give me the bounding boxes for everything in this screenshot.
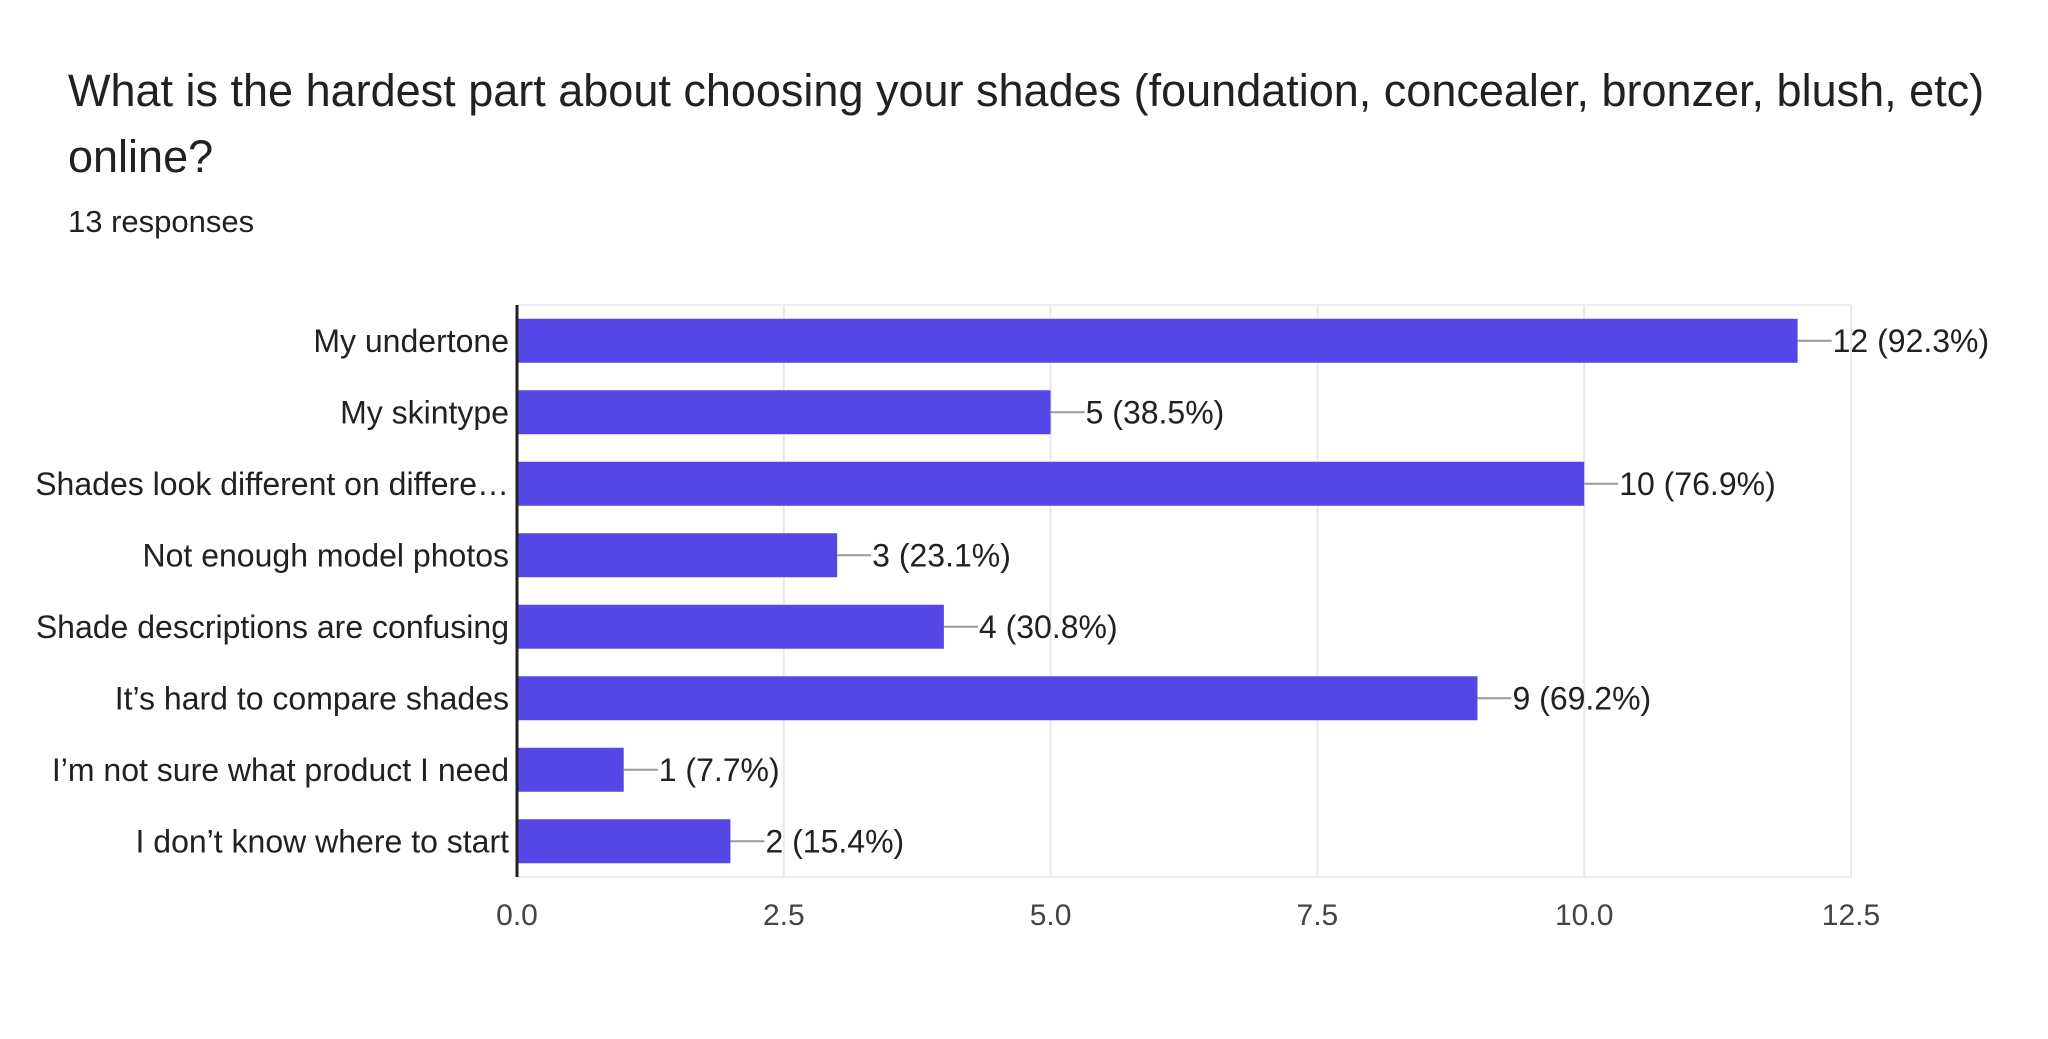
labels: 0.0 2.5 5.0 7.5 10.0 12.5 12 (92.3%) My underto… [35, 323, 1989, 932]
x-tick-label: 5.0 [1030, 899, 1072, 932]
question-title: What is the hardest part about choosing … [68, 65, 1985, 182]
category-label: Not enough model photos [143, 537, 509, 573]
data-label: 9 (69.2%) [1512, 680, 1651, 716]
bar[interactable] [517, 318, 1798, 363]
bar[interactable] [517, 747, 624, 792]
category-label: My undertone [313, 323, 509, 359]
data-label: 10 (76.9%) [1619, 466, 1776, 502]
bar[interactable] [517, 390, 1051, 435]
data-label: 4 (30.8%) [979, 609, 1118, 645]
data-label: 1 (7.7%) [659, 752, 780, 788]
bar[interactable] [517, 461, 1585, 506]
response-count: 13 responses [68, 204, 255, 239]
category-label: I don’t know where to start [135, 823, 509, 859]
x-tick-label: 0.0 [496, 899, 538, 932]
x-tick-label: 10.0 [1555, 899, 1613, 932]
category-label: Shades look different on differe… [35, 466, 509, 502]
bar[interactable] [517, 819, 731, 864]
data-label: 5 (38.5%) [1086, 394, 1225, 430]
bar[interactable] [517, 676, 1478, 721]
category-label: Shade descriptions are confusing [36, 609, 509, 645]
x-tick-label: 12.5 [1822, 899, 1880, 932]
bars [517, 318, 1832, 864]
category-label: It’s hard to compare shades [115, 680, 509, 716]
x-tick-label: 7.5 [1297, 899, 1339, 932]
bar[interactable] [517, 604, 944, 649]
category-label: I’m not sure what product I need [52, 752, 509, 788]
x-tick-label: 2.5 [763, 899, 805, 932]
category-label: My skintype [340, 394, 509, 430]
data-label: 3 (23.1%) [872, 537, 1011, 573]
bar[interactable] [517, 533, 838, 578]
data-label: 12 (92.3%) [1833, 323, 1990, 359]
data-label: 2 (15.4%) [765, 823, 904, 859]
